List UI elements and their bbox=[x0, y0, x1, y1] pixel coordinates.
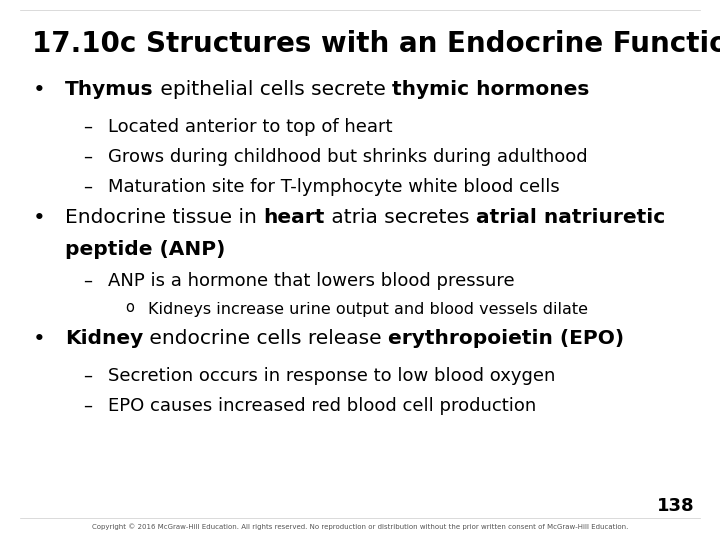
Text: •: • bbox=[33, 329, 46, 349]
Text: o: o bbox=[125, 300, 134, 315]
Text: EPO causes increased red blood cell production: EPO causes increased red blood cell prod… bbox=[108, 397, 536, 415]
Text: Copyright © 2016 McGraw-Hill Education. All rights reserved. No reproduction or : Copyright © 2016 McGraw-Hill Education. … bbox=[92, 523, 628, 530]
Text: heart: heart bbox=[264, 208, 325, 227]
Text: •: • bbox=[33, 208, 46, 228]
Text: epithelial cells secrete: epithelial cells secrete bbox=[153, 80, 392, 99]
Text: Located anterior to top of heart: Located anterior to top of heart bbox=[108, 118, 392, 136]
Text: –: – bbox=[83, 118, 92, 136]
Text: thymic hormones: thymic hormones bbox=[392, 80, 589, 99]
Text: ANP is a hormone that lowers blood pressure: ANP is a hormone that lowers blood press… bbox=[108, 272, 515, 290]
Text: –: – bbox=[83, 397, 92, 415]
Text: atria secretes: atria secretes bbox=[325, 208, 475, 227]
Text: Maturation site for T-lymphocyte white blood cells: Maturation site for T-lymphocyte white b… bbox=[108, 178, 559, 196]
Text: –: – bbox=[83, 367, 92, 385]
Text: •: • bbox=[33, 80, 46, 100]
Text: –: – bbox=[83, 148, 92, 166]
Text: Thymus: Thymus bbox=[65, 80, 153, 99]
Text: 138: 138 bbox=[657, 497, 695, 515]
Text: endocrine cells release: endocrine cells release bbox=[143, 329, 388, 348]
Text: erythropoietin (EPO): erythropoietin (EPO) bbox=[388, 329, 624, 348]
Text: Endocrine tissue in: Endocrine tissue in bbox=[65, 208, 264, 227]
Text: –: – bbox=[83, 178, 92, 196]
Text: Secretion occurs in response to low blood oxygen: Secretion occurs in response to low bloo… bbox=[108, 367, 555, 385]
Text: –: – bbox=[83, 272, 92, 290]
Text: Kidneys increase urine output and blood vessels dilate: Kidneys increase urine output and blood … bbox=[148, 302, 588, 317]
Text: 17.10c Structures with an Endocrine Function: 17.10c Structures with an Endocrine Func… bbox=[32, 30, 720, 58]
Text: Grows during childhood but shrinks during adulthood: Grows during childhood but shrinks durin… bbox=[108, 148, 588, 166]
Text: peptide (ANP): peptide (ANP) bbox=[65, 240, 225, 259]
Text: Kidney: Kidney bbox=[65, 329, 143, 348]
Text: atrial natriuretic: atrial natriuretic bbox=[475, 208, 665, 227]
